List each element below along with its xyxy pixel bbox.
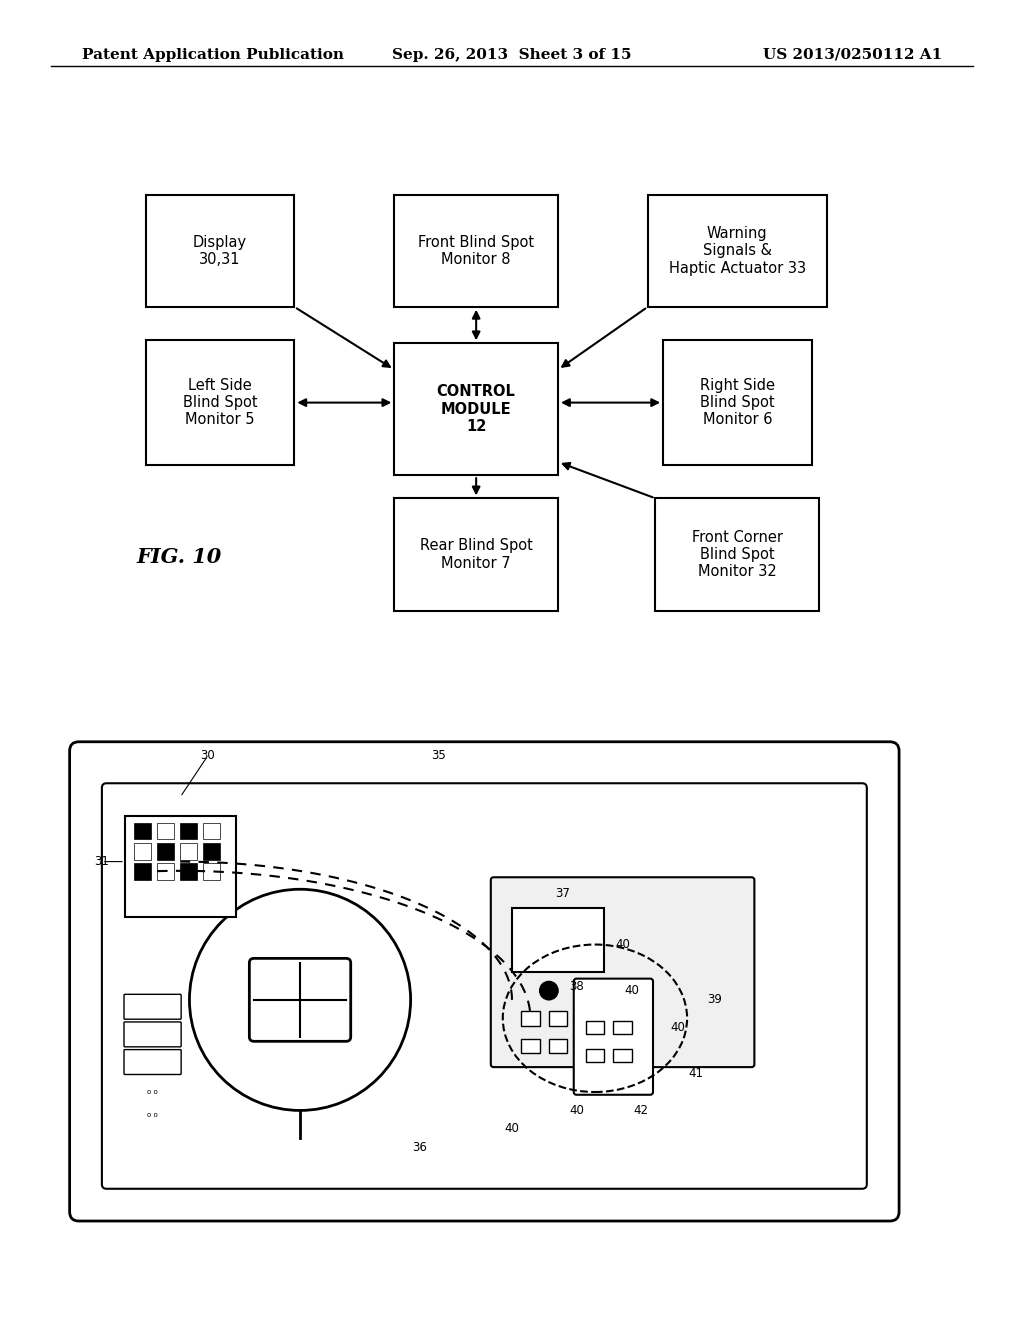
FancyBboxPatch shape bbox=[521, 1011, 540, 1026]
FancyBboxPatch shape bbox=[134, 863, 151, 880]
Text: 40: 40 bbox=[625, 985, 639, 997]
FancyBboxPatch shape bbox=[70, 742, 899, 1221]
FancyBboxPatch shape bbox=[102, 783, 867, 1189]
FancyBboxPatch shape bbox=[158, 843, 174, 859]
Text: o o: o o bbox=[147, 1089, 158, 1096]
FancyBboxPatch shape bbox=[655, 499, 819, 610]
Text: 42: 42 bbox=[634, 1104, 648, 1117]
Text: 31: 31 bbox=[94, 855, 110, 869]
Text: 40: 40 bbox=[505, 1122, 519, 1135]
Text: Patent Application Publication: Patent Application Publication bbox=[82, 48, 344, 62]
FancyBboxPatch shape bbox=[158, 822, 174, 840]
Text: Warning
Signals &
Haptic Actuator 33: Warning Signals & Haptic Actuator 33 bbox=[669, 226, 806, 276]
FancyBboxPatch shape bbox=[180, 863, 197, 880]
Text: Right Side
Blind Spot
Monitor 6: Right Side Blind Spot Monitor 6 bbox=[699, 378, 775, 428]
FancyBboxPatch shape bbox=[203, 822, 220, 840]
Text: o o: o o bbox=[147, 1111, 158, 1118]
FancyBboxPatch shape bbox=[490, 878, 755, 1067]
FancyBboxPatch shape bbox=[134, 843, 151, 859]
FancyBboxPatch shape bbox=[180, 822, 197, 840]
FancyBboxPatch shape bbox=[586, 1022, 604, 1034]
FancyBboxPatch shape bbox=[124, 1049, 181, 1074]
Text: Front Blind Spot
Monitor 8: Front Blind Spot Monitor 8 bbox=[418, 235, 535, 267]
FancyBboxPatch shape bbox=[158, 863, 174, 880]
FancyBboxPatch shape bbox=[394, 499, 558, 610]
FancyBboxPatch shape bbox=[573, 978, 653, 1094]
FancyBboxPatch shape bbox=[521, 1039, 540, 1053]
Text: 36: 36 bbox=[413, 1140, 427, 1154]
Circle shape bbox=[540, 981, 558, 999]
FancyBboxPatch shape bbox=[549, 1011, 567, 1026]
Text: 41: 41 bbox=[689, 1067, 703, 1080]
FancyBboxPatch shape bbox=[125, 816, 236, 917]
Text: Front Corner
Blind Spot
Monitor 32: Front Corner Blind Spot Monitor 32 bbox=[692, 529, 782, 579]
Text: Display
30,31: Display 30,31 bbox=[194, 235, 247, 267]
Text: 35: 35 bbox=[431, 750, 445, 762]
FancyBboxPatch shape bbox=[586, 1048, 604, 1061]
FancyBboxPatch shape bbox=[394, 195, 558, 306]
Text: CONTROL
MODULE
12: CONTROL MODULE 12 bbox=[436, 384, 516, 434]
Text: Rear Blind Spot
Monitor 7: Rear Blind Spot Monitor 7 bbox=[420, 539, 532, 570]
FancyBboxPatch shape bbox=[664, 341, 811, 466]
Text: 40: 40 bbox=[615, 939, 630, 950]
FancyBboxPatch shape bbox=[577, 1011, 595, 1026]
Text: Sep. 26, 2013  Sheet 3 of 15: Sep. 26, 2013 Sheet 3 of 15 bbox=[392, 48, 632, 62]
FancyBboxPatch shape bbox=[203, 863, 220, 880]
FancyBboxPatch shape bbox=[394, 343, 558, 475]
FancyBboxPatch shape bbox=[124, 1022, 181, 1047]
Text: 40: 40 bbox=[671, 1020, 685, 1034]
Text: FIG. 10: FIG. 10 bbox=[136, 546, 222, 568]
FancyBboxPatch shape bbox=[250, 958, 350, 1041]
FancyBboxPatch shape bbox=[134, 822, 151, 840]
FancyBboxPatch shape bbox=[647, 195, 826, 306]
FancyBboxPatch shape bbox=[549, 1039, 567, 1053]
Text: Left Side
Blind Spot
Monitor 5: Left Side Blind Spot Monitor 5 bbox=[183, 378, 257, 428]
Text: 40: 40 bbox=[569, 1104, 584, 1117]
FancyBboxPatch shape bbox=[577, 1039, 595, 1053]
Text: FIG. 11: FIG. 11 bbox=[779, 921, 859, 940]
FancyBboxPatch shape bbox=[613, 1048, 632, 1061]
Text: 39: 39 bbox=[708, 994, 722, 1006]
FancyBboxPatch shape bbox=[613, 1022, 632, 1034]
FancyBboxPatch shape bbox=[146, 195, 295, 306]
Text: 37: 37 bbox=[555, 887, 570, 900]
FancyBboxPatch shape bbox=[512, 908, 604, 973]
FancyBboxPatch shape bbox=[124, 994, 181, 1019]
Text: 30: 30 bbox=[201, 750, 215, 762]
Text: 38: 38 bbox=[569, 979, 584, 993]
FancyBboxPatch shape bbox=[146, 341, 295, 466]
FancyBboxPatch shape bbox=[180, 843, 197, 859]
FancyBboxPatch shape bbox=[203, 843, 220, 859]
Text: US 2013/0250112 A1: US 2013/0250112 A1 bbox=[763, 48, 942, 62]
Circle shape bbox=[189, 890, 411, 1110]
